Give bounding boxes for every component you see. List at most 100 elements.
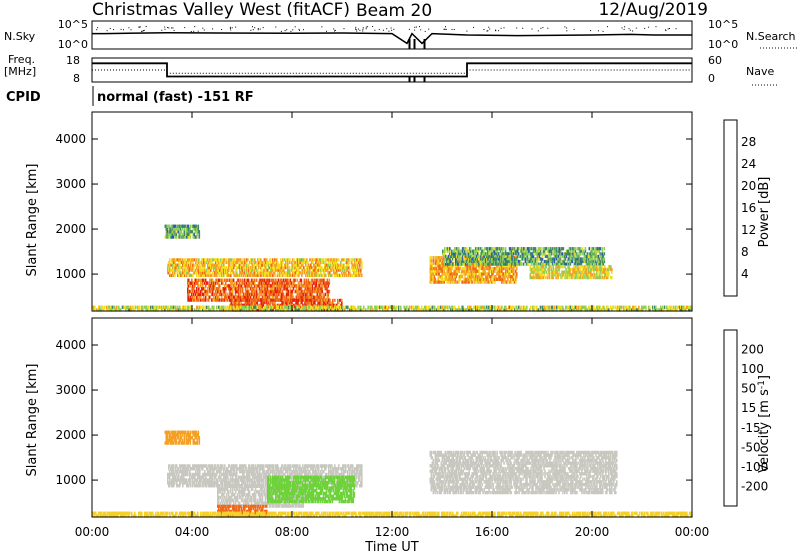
heatmap-cell bbox=[196, 292, 198, 297]
heatmap-cell bbox=[459, 275, 461, 279]
nsearch-dot bbox=[355, 26, 357, 28]
heatmap-cell bbox=[213, 266, 215, 270]
heatmap-cell bbox=[205, 281, 208, 285]
heatmap-cell bbox=[329, 266, 331, 270]
heatmap-cell bbox=[278, 287, 281, 291]
heatmap-cell bbox=[292, 263, 294, 267]
heatmap-cell bbox=[241, 260, 243, 265]
heatmap-cell bbox=[440, 264, 442, 268]
heatmap-cell bbox=[245, 260, 247, 265]
heatmap-cell bbox=[223, 263, 225, 267]
heatmap-cell bbox=[274, 292, 277, 297]
heatmap-cell bbox=[243, 260, 245, 265]
nsearch-dot bbox=[665, 29, 667, 31]
heatmap-cell bbox=[196, 263, 198, 267]
heatmap-cell bbox=[287, 298, 290, 302]
heatmap-cell bbox=[261, 268, 263, 272]
heatmap-cell bbox=[189, 298, 191, 302]
nsearch-dot bbox=[602, 30, 604, 32]
heatmap-cell bbox=[167, 266, 169, 270]
heatmap-cell bbox=[314, 308, 316, 312]
heatmap-cell bbox=[305, 292, 308, 297]
heatmap-cell bbox=[212, 295, 215, 299]
heatmap-cell bbox=[196, 295, 198, 299]
heatmap-cell bbox=[286, 273, 288, 277]
heatmap-cell bbox=[314, 298, 316, 302]
heatmap-cell bbox=[169, 263, 171, 267]
heatmap-cell bbox=[171, 232, 174, 236]
heatmap-cell bbox=[498, 272, 500, 276]
heatmap-cell bbox=[445, 277, 447, 281]
heatmap-cell bbox=[271, 263, 273, 267]
heatmap-cell bbox=[322, 260, 324, 265]
heatmap-cell bbox=[301, 273, 303, 277]
heatmap-cell bbox=[294, 263, 296, 267]
heatmap-cell bbox=[220, 298, 223, 302]
heatmap-cell bbox=[196, 232, 199, 236]
heatmap-cell bbox=[308, 273, 310, 277]
heatmap-cell bbox=[220, 289, 223, 294]
heatmap-cell bbox=[261, 287, 264, 291]
heatmap-cell bbox=[260, 287, 263, 291]
heatmap-cell bbox=[454, 272, 456, 276]
heatmap-cell bbox=[180, 273, 182, 277]
heatmap-cell bbox=[315, 278, 318, 282]
heatmap-cell bbox=[242, 292, 245, 297]
heatmap-cell bbox=[347, 268, 349, 272]
heatmap-cell bbox=[268, 295, 271, 299]
heatmap-cell bbox=[185, 230, 188, 234]
heatmap-cell bbox=[241, 263, 243, 267]
heatmap-cell bbox=[264, 289, 267, 294]
heatmap-cell bbox=[276, 281, 279, 285]
nsearch-dot bbox=[355, 29, 357, 31]
heatmap-cell bbox=[315, 258, 317, 262]
heatmap-cell bbox=[289, 281, 292, 285]
heatmap-cell bbox=[209, 289, 212, 294]
heatmap-cell bbox=[649, 305, 651, 309]
heatmap-cell bbox=[223, 258, 225, 262]
heatmap-cell bbox=[283, 273, 285, 277]
heatmap-cell bbox=[168, 271, 170, 275]
heatmap-cell bbox=[493, 277, 495, 281]
heatmap-cell bbox=[320, 287, 323, 291]
heatmap-cell bbox=[223, 268, 225, 272]
heatmap-cell bbox=[268, 284, 271, 288]
heatmap-cell bbox=[184, 263, 186, 267]
heatmap-cell bbox=[200, 292, 202, 297]
heatmap-cell bbox=[474, 269, 476, 273]
heatmap-cell bbox=[218, 284, 221, 288]
heatmap-cell bbox=[254, 284, 257, 288]
heatmap-cell bbox=[267, 289, 270, 294]
heatmap-cell bbox=[297, 289, 300, 294]
nsearch-dot bbox=[566, 30, 568, 32]
heatmap-cell bbox=[279, 266, 281, 270]
heatmap-cell bbox=[286, 295, 289, 299]
heatmap-cell bbox=[490, 277, 492, 281]
nsearch-dot bbox=[292, 29, 294, 31]
heatmap-cell bbox=[217, 281, 220, 285]
heatmap-cell bbox=[229, 273, 231, 277]
heatmap-cell bbox=[196, 298, 198, 302]
heatmap-cell bbox=[278, 266, 280, 270]
heatmap-cell bbox=[613, 305, 615, 309]
heatmap-cell bbox=[227, 273, 229, 277]
heatmap-cell bbox=[430, 275, 433, 279]
heatmap-cell bbox=[477, 264, 479, 268]
heatmap-cell bbox=[228, 278, 231, 282]
heatmap-cell bbox=[323, 301, 325, 305]
heatmap-cell bbox=[190, 295, 192, 299]
heatmap-cell bbox=[322, 298, 324, 302]
heatmap-cell bbox=[270, 298, 272, 302]
heatmap-cell bbox=[268, 266, 270, 270]
heatmap-cell bbox=[338, 268, 340, 272]
heatmap-cell bbox=[545, 265, 547, 269]
heatmap-cell bbox=[330, 273, 332, 277]
heatmap-cell bbox=[216, 278, 219, 282]
heatmap-cell bbox=[483, 269, 485, 273]
heatmap-cell bbox=[194, 227, 197, 231]
heatmap-cell bbox=[326, 281, 329, 285]
heatmap-cell bbox=[277, 266, 279, 270]
heatmap-cell bbox=[246, 266, 248, 270]
heatmap-cell bbox=[318, 289, 321, 294]
heatmap-cell bbox=[201, 298, 204, 302]
